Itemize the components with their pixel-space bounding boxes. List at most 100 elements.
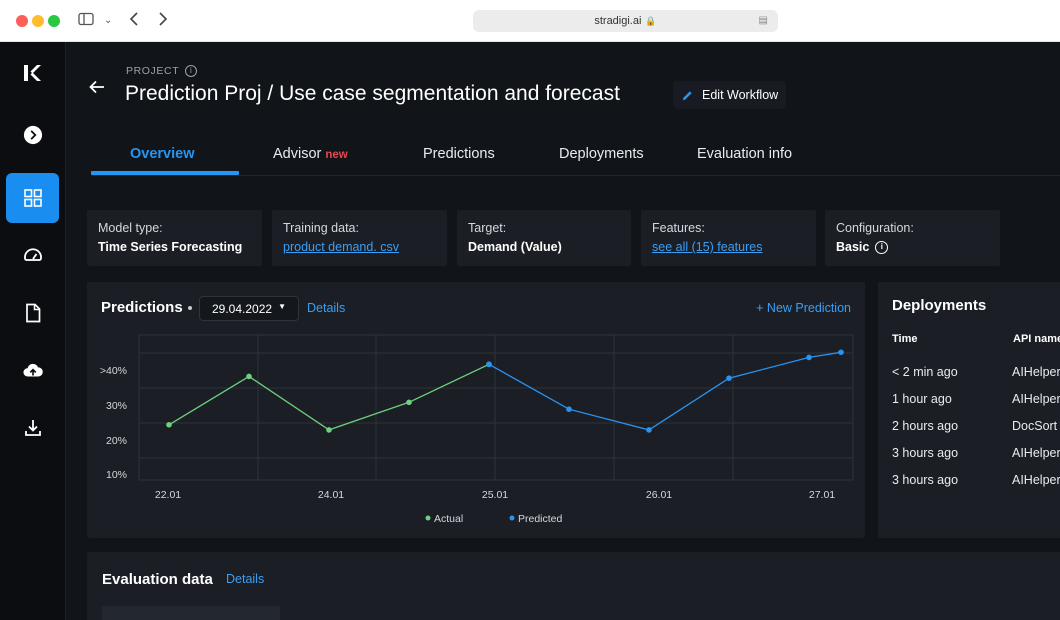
pencil-icon (682, 90, 692, 100)
sidebar-toggle-icon[interactable] (78, 11, 94, 31)
tab-evaluation-info[interactable]: Evaluation info (697, 146, 793, 162)
tab-deployments[interactable]: Deployments (559, 146, 644, 162)
configuration-value-text: Basic (836, 240, 870, 254)
column-header-time: Time (892, 333, 918, 345)
new-badge: new (325, 149, 348, 161)
configuration-value: Basic i (836, 240, 989, 254)
tab-overview[interactable]: Overview (130, 146, 195, 162)
chart-frame (138, 334, 854, 481)
target-value: Demand (Value) (468, 240, 562, 254)
minimize-window-button[interactable] (32, 15, 44, 27)
document-icon (25, 303, 40, 323)
main-content: PROJECT i Prediction Proj / Use case seg… (66, 42, 1060, 620)
reader-icon[interactable]: ▤ (758, 15, 768, 26)
configuration-label: Configuration: (836, 221, 914, 235)
tab-advisor[interactable]: Advisor new (273, 146, 348, 162)
data-point-predicted[interactable] (838, 349, 844, 356)
column-header-api-name: API name (1013, 333, 1060, 345)
training-data-link[interactable]: product demand. csv (283, 240, 400, 254)
training-data-label: Training data: (283, 221, 359, 235)
edit-workflow-button[interactable]: Edit Workflow (673, 81, 787, 109)
evaluation-panel: Evaluation data Details (87, 552, 1060, 620)
features-link[interactable]: see all (15) features (652, 240, 763, 254)
predictions-title: Predictions (101, 299, 183, 316)
sidebar-item-performance[interactable] (6, 231, 59, 281)
evaluation-subcard (102, 606, 280, 620)
data-point-actual[interactable] (166, 421, 172, 428)
close-window-button[interactable] (16, 15, 28, 27)
data-point-predicted[interactable] (646, 427, 652, 433)
data-point-predicted[interactable] (806, 354, 812, 361)
tab-bar: Overview Advisor new Predictions Deployme… (91, 140, 1060, 176)
info-icon[interactable]: i (875, 240, 889, 254)
deployment-time: 2 hours ago (892, 419, 959, 433)
project-label: PROJECT i (126, 65, 198, 77)
address-bar[interactable]: stradigi.ai 🔒 ▤ (473, 10, 778, 32)
x-tick-label: 27.01 (809, 489, 835, 501)
target-label: Target: (468, 221, 507, 235)
data-point-actual[interactable] (246, 373, 252, 380)
data-point-predicted[interactable] (726, 375, 732, 381)
data-point-actual[interactable] (326, 427, 332, 433)
project-label-text: PROJECT (126, 65, 180, 77)
series-line-actual (168, 363, 490, 431)
deployment-api-name[interactable]: AIHelper (1012, 446, 1060, 460)
sidebar-item-upload[interactable] (6, 346, 59, 396)
x-tick-label: 24.01 (318, 489, 344, 501)
back-nav-icon[interactable] (129, 11, 139, 31)
deployment-time: 1 hour ago (892, 392, 952, 406)
sidebar-item-dashboard[interactable] (6, 173, 59, 223)
speedometer-icon (23, 248, 42, 261)
predictions-details-link[interactable]: Details (307, 301, 346, 315)
cloud-upload-icon (22, 363, 43, 377)
model-type-card: Model type: Time Series Forecasting (87, 210, 262, 266)
series-line-predicted (488, 351, 842, 431)
url-text: stradigi.ai (594, 15, 642, 27)
maximize-window-button[interactable] (48, 15, 60, 27)
predictions-chart: >40% 30% 20% 10% 22.01 24.01 25.01 26.01 27.01 Ac… (100, 334, 854, 525)
evaluation-details-link[interactable]: Details (226, 572, 265, 586)
new-prediction-button[interactable]: + New Prediction (756, 301, 851, 315)
deployment-time: 3 hours ago (892, 446, 959, 460)
prediction-date-value: 29.04.2022 (212, 302, 273, 316)
deployment-api-name[interactable]: AIHelper (1012, 473, 1060, 487)
evaluation-title: Evaluation data (102, 571, 213, 588)
data-point-predicted[interactable] (486, 361, 492, 368)
y-tick-label: 10% (106, 469, 127, 481)
forward-nav-icon[interactable] (158, 11, 168, 31)
tab-predictions[interactable]: Predictions (423, 146, 495, 162)
legend-label: Actual (434, 513, 463, 525)
deployment-api-name[interactable]: AIHelper (1012, 392, 1060, 406)
x-tick-label: 26.01 (646, 489, 672, 501)
app-window: PROJECT i Prediction Proj / Use case seg… (0, 42, 1060, 620)
caret-down-icon: ▼ (278, 302, 286, 311)
y-tick-label: 20% (106, 435, 127, 447)
model-type-label: Model type: (98, 221, 163, 235)
sidebar-item-documents[interactable] (6, 288, 59, 338)
page-title: Prediction Proj / Use case segmentation … (125, 82, 620, 105)
info-icon[interactable]: i (185, 65, 198, 77)
x-tick-label: 22.01 (155, 489, 181, 501)
x-tick-label: 25.01 (482, 489, 508, 501)
chevron-right-circle-icon (23, 125, 42, 145)
prediction-date-select[interactable]: 29.04.2022 ▼ (199, 296, 299, 321)
lock-icon: 🔒 (645, 16, 657, 26)
deployment-api-name[interactable]: AIHelper (1012, 365, 1060, 379)
model-type-value: Time Series Forecasting (98, 240, 243, 254)
sidebar-item-download[interactable] (6, 403, 59, 453)
predictions-panel: Predictions 29.04.2022 ▼ Details + New P… (87, 282, 865, 538)
sidebar-item-expand[interactable] (6, 110, 59, 160)
features-card: Features: see all (15) features (641, 210, 816, 266)
chevron-down-icon[interactable]: ⌄ (104, 15, 113, 26)
browser-toolbar: ⌄ stradigi.ai 🔒 ▤ (0, 0, 1060, 42)
brand-logo-icon[interactable] (21, 62, 43, 84)
deployment-api-name[interactable]: DocSort (1012, 419, 1058, 433)
deployments-title: Deployments (892, 297, 987, 314)
edit-workflow-label: Edit Workflow (702, 88, 779, 102)
back-arrow-icon[interactable] (88, 78, 106, 96)
legend-label: Predicted (518, 513, 563, 525)
data-point-predicted[interactable] (566, 406, 572, 413)
y-tick-label: 30% (106, 400, 127, 412)
y-tick-label: >40% (100, 365, 127, 377)
data-point-actual[interactable] (406, 399, 412, 406)
